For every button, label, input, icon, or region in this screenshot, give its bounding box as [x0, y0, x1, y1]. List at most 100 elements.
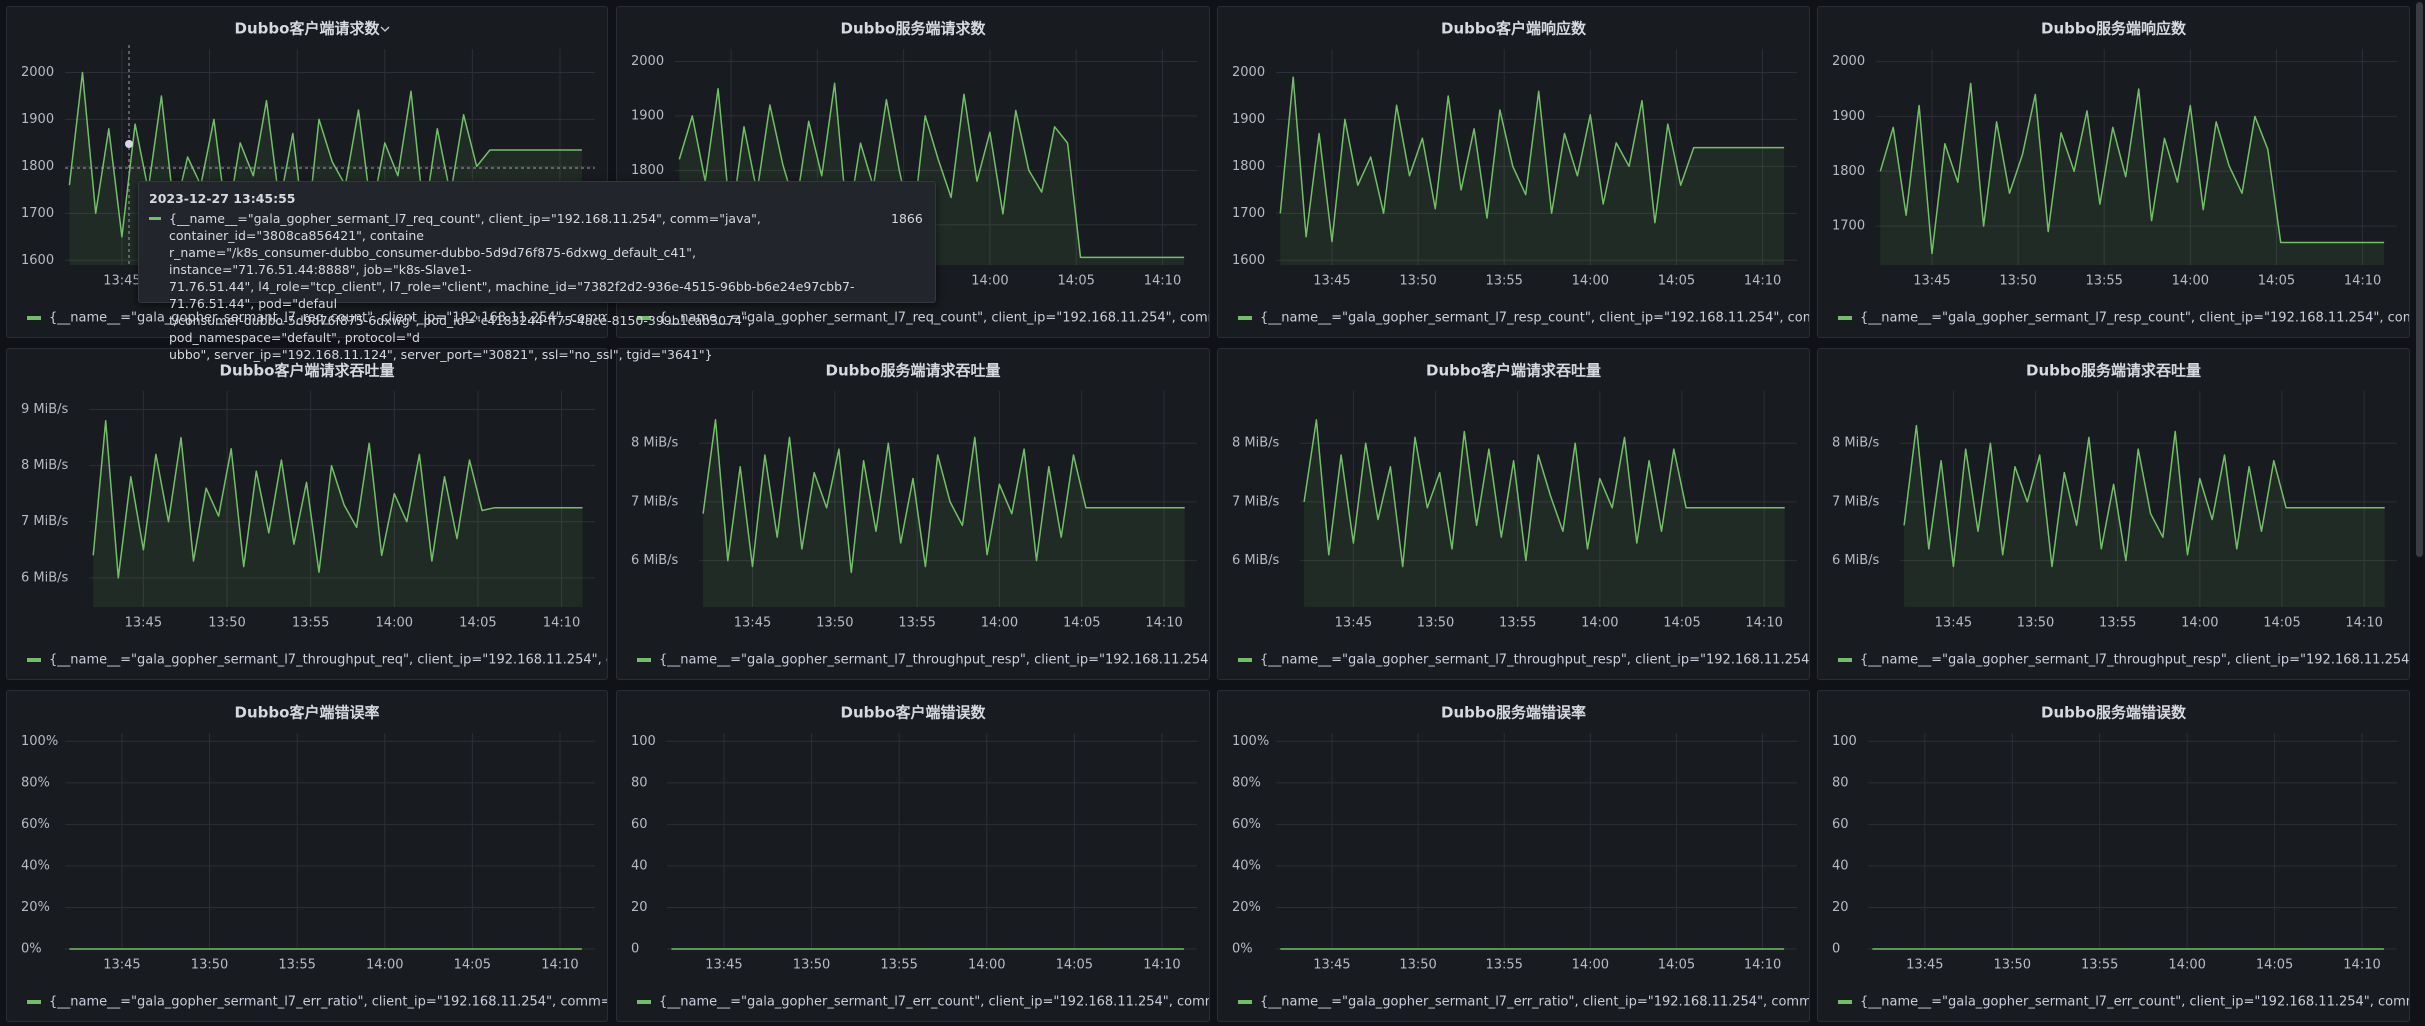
y-tick-label: 1600 [1232, 253, 1265, 268]
y-tick-label: 2000 [1232, 65, 1265, 80]
legend-label: {__name__="gala_gopher_sermant_l7_err_ra… [49, 995, 607, 1010]
panel: Dubbo服务端请求吞吐量 6 MiB/s 7 MiB/s 8 MiB/s 13:45 1… [1817, 348, 2410, 680]
series-line [1903, 424, 2385, 568]
y-tick-label: 1900 [1232, 112, 1265, 127]
panel: Dubbo客户端请求吞吐量 6 MiB/s 7 MiB/s 8 MiB/s 13:45 1… [1217, 348, 1810, 680]
chart: Dubbo客户端错误率 0% 20% 40% 60% 80% 100% 13:45 13:50 1… [21, 704, 607, 1010]
y-tick-label: 100 [631, 734, 656, 749]
series-area [93, 420, 583, 607]
legend-label: {__name__="gala_gopher_sermant_l7_err_co… [1860, 995, 2409, 1010]
x-tick-label: 13:50 [816, 616, 853, 631]
tooltip-row: {__name__="gala_gopher_sermant_l7_req_co… [149, 210, 925, 363]
x-tick-label: 13:45 [1906, 958, 1943, 973]
series-area [1304, 419, 1785, 607]
y-tick-label: 0 [631, 942, 639, 957]
chart: Dubbo客户端请求吞吐量 6 MiB/s 7 MiB/s 8 MiB/s 9 MiB/… [21, 362, 607, 668]
x-tick-label: 14:00 [366, 958, 403, 973]
x-tick-label: 13:45 [705, 958, 742, 973]
series-line [678, 82, 1185, 259]
x-tick-label: 14:05 [1057, 274, 1094, 289]
x-tick-label: 13:50 [1399, 274, 1436, 289]
y-tick-label: 40 [1832, 858, 1849, 873]
series-area [1880, 83, 2385, 265]
y-tick-label: 1800 [1232, 159, 1265, 174]
y-tick-label: 1700 [1232, 206, 1265, 221]
y-tick-label: 1800 [21, 159, 54, 174]
x-tick-label: 14:05 [1063, 616, 1100, 631]
x-tick-label: 13:45 [125, 616, 162, 631]
chart: Dubbo服务端错误数 0 20 40 60 80 100 13:45 13:50 13:55 14… [1832, 704, 2409, 1010]
y-tick-label: 6 MiB/s [1232, 553, 1280, 568]
x-tick-label: 14:10 [1143, 958, 1180, 973]
y-tick-label: 8 MiB/s [631, 436, 679, 451]
x-tick-label: 13:50 [1999, 274, 2036, 289]
series-line [1879, 82, 2385, 255]
y-tick-label: 20% [1232, 900, 1261, 915]
x-tick-label: 14:00 [376, 616, 413, 631]
panel-title: Dubbo服务端请求数 [841, 20, 987, 38]
panel: Dubbo客户端请求吞吐量 6 MiB/s 7 MiB/s 8 MiB/s 9 MiB/… [6, 348, 608, 680]
series-area [1280, 77, 1785, 265]
panel: Dubbo客户端错误数 0 20 40 60 80 100 13:45 13:50 13:55 14… [616, 690, 1210, 1022]
legend-label: {__name__="gala_gopher_sermant_l7_resp_c… [1260, 311, 1809, 326]
x-tick-label: 14:05 [1658, 274, 1695, 289]
y-tick-label: 2000 [1832, 54, 1865, 69]
y-tick-label: 40% [1232, 858, 1261, 873]
x-tick-label: 14:05 [2256, 958, 2293, 973]
x-tick-label: 13:50 [1994, 958, 2031, 973]
y-tick-label: 20 [1832, 900, 1849, 915]
panel-title: Dubbo客户端错误数 [841, 704, 987, 722]
x-tick-label: 14:10 [1745, 616, 1782, 631]
x-tick-label: 14:00 [2172, 274, 2209, 289]
x-tick-label: 13:45 [103, 274, 140, 289]
panel-title: Dubbo客户端请求数 [235, 20, 381, 38]
x-tick-label: 13:55 [278, 958, 315, 973]
tooltip-series: {__name__="gala_gopher_sermant_l7_req_co… [169, 210, 879, 363]
series-area [703, 419, 1185, 607]
y-tick-label: 8 MiB/s [1232, 436, 1280, 451]
legend-label: {__name__="gala_gopher_sermant_l7_err_co… [659, 995, 1209, 1010]
chart: Dubbo服务端请求吞吐量 6 MiB/s 7 MiB/s 8 MiB/s 13:45 1… [1832, 362, 2409, 668]
x-tick-label: 14:00 [1581, 616, 1618, 631]
y-tick-label: 6 MiB/s [1832, 553, 1880, 568]
tooltip-line: t/consumer-dubbo-5d9d76f875-6dxwg", pod_… [169, 313, 752, 345]
series-line [92, 419, 583, 579]
y-tick-label: 80 [1832, 775, 1849, 790]
x-tick-label: 13:50 [191, 958, 228, 973]
y-tick-label: 1800 [1832, 164, 1865, 179]
tooltip-time: 2023-12-27 13:45:55 [149, 191, 296, 206]
x-tick-label: 14:00 [2168, 958, 2205, 973]
x-tick-label: 14:00 [2181, 616, 2218, 631]
x-tick-label: 13:45 [1913, 274, 1950, 289]
x-tick-label: 13:55 [292, 616, 329, 631]
scrollbar[interactable] [2416, 2, 2423, 557]
series-line [1303, 419, 1785, 568]
legend-label: {__name__="gala_gopher_sermant_l7_err_ra… [1260, 995, 1809, 1010]
x-tick-label: 14:00 [981, 616, 1018, 631]
y-tick-label: 60% [21, 817, 50, 832]
y-tick-label: 0% [21, 942, 42, 957]
x-tick-label: 14:10 [2344, 274, 2381, 289]
tooltip-swatch [149, 217, 161, 220]
panel-title: Dubbo服务端响应数 [2041, 20, 2187, 38]
y-tick-label: 2000 [21, 65, 54, 80]
y-tick-label: 20% [21, 900, 50, 915]
panel: Dubbo服务端响应数 1700 1800 1900 2000 13:45 13:50 13:… [1817, 6, 2410, 338]
x-tick-label: 14:00 [1572, 274, 1609, 289]
y-tick-label: 7 MiB/s [1232, 494, 1280, 509]
panel-title: Dubbo服务端请求吞吐量 [826, 362, 1001, 380]
panel-title: Dubbo服务端错误率 [1441, 704, 1586, 722]
x-tick-label: 14:05 [459, 616, 496, 631]
y-tick-label: 2000 [631, 54, 664, 69]
x-tick-label: 14:00 [1572, 958, 1609, 973]
x-tick-label: 14:05 [1056, 958, 1093, 973]
x-tick-label: 14:10 [2343, 958, 2380, 973]
y-tick-label: 1800 [631, 163, 664, 178]
x-tick-label: 13:45 [1335, 616, 1372, 631]
chart: Dubbo客户端错误数 0 20 40 60 80 100 13:45 13:50 13:55 14… [631, 704, 1209, 1010]
y-tick-label: 6 MiB/s [631, 553, 679, 568]
y-tick-label: 0% [1232, 942, 1253, 957]
series-area [1904, 425, 2385, 607]
x-tick-label: 13:50 [2017, 616, 2054, 631]
tooltip-value: 1866 [891, 211, 923, 226]
